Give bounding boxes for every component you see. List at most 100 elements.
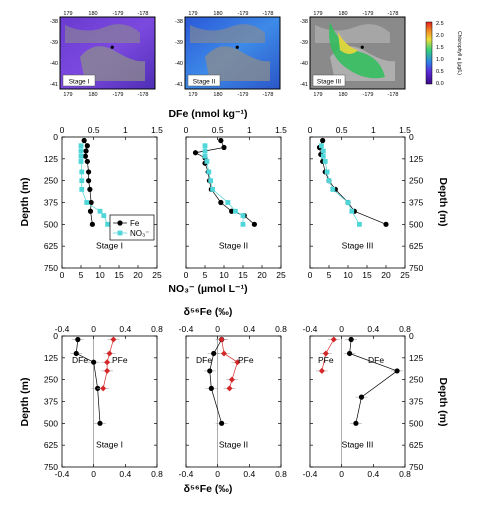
pfe-point [106,350,113,357]
no3-point [240,213,246,218]
dfe-point [358,394,365,400]
colorbar: 2.5 2.0 1.5 1.0 0.5 0.0 Chlorophyll a (µg/L) [425,21,462,87]
no3-point [202,148,208,154]
x-top-tick-label: 1.5 [275,125,287,135]
lon-label-bottom: 180 [338,92,347,98]
x-top-tick-label: 0 [91,324,96,334]
x-bottom-tick-label: 20 [381,270,391,280]
lon-label-bottom: 179 [63,92,72,98]
x-top-title: δ⁵⁶Fe (‰) [184,306,233,318]
no3-point [79,187,85,192]
series-line-dfe [75,339,101,424]
bottom-panel-2: -0.4 -0.4 0 0 0.4 0.4 0.8 0.8 DFe PFe Stage II [179,324,288,479]
x-top-tick-label: 0 [215,324,220,334]
y-tick-label: 625 [44,241,58,251]
no3-point [78,148,84,154]
x-bottom-tick-label: -0.4 [303,469,318,479]
y-tick-label: 375 [44,397,58,407]
y-tick-label: 250 [409,375,423,385]
lon-label-top: -179 [237,11,248,17]
fe-point [82,153,89,159]
x-bottom-tick-label: 0 [91,469,96,479]
y-tick-label: 625 [44,440,58,450]
fe-point [87,186,93,192]
colorbar-tick-label: 1.0 [436,57,444,63]
stage-label: Stage II [219,240,248,250]
lat-label: -38 [300,19,308,25]
fe-point [86,169,92,175]
series-line-no3 [321,145,360,225]
lon-label-bottom: -178 [262,92,273,98]
lat-label: -40 [175,61,183,67]
y-tick-label: 500 [44,219,58,229]
y-tick-label: 125 [409,353,423,363]
x-bottom-tick-label: 10 [219,270,229,280]
fe-point [221,144,227,151]
colorbar-tick-label: 2.5 [436,21,444,27]
x-bottom-tick-label: 20 [133,270,143,280]
no3-point [326,178,332,184]
x-bottom-tick-label: 0.8 [399,469,411,479]
y-tick-label: 500 [44,418,58,428]
bloom-patch [329,22,385,79]
no3-point [319,143,324,149]
x-top-tick-label: 0.8 [399,324,411,334]
y-tick-label: 750 [409,263,423,273]
legend-label-no3: NO₃⁻ [130,229,149,238]
middle-panel-1: 0 0.5 1 1.50 5 10 15 20 250125250375500625750Sta… [44,125,163,280]
x-bottom-tick-label: 25 [152,270,162,280]
no3-point [202,143,208,149]
no3-point [84,200,90,205]
lat-label: -41 [50,82,58,88]
no3-point [202,153,208,159]
y-tick-label: 0 [409,132,414,142]
lon-label-top: -179 [112,11,123,17]
y-tick-label: 125 [409,154,423,164]
pfe-point [228,376,235,383]
x-bottom-tick-label: 5 [327,270,332,280]
y-tick-label: 375 [44,198,58,208]
station-marker [110,45,114,49]
no3-point [330,187,336,192]
colorbar-tick-label: 1.5 [436,45,444,51]
no3-point [240,221,246,227]
fe-point [229,208,235,214]
cloud-mask [65,24,140,43]
lon-label-bottom: 179 [188,92,197,98]
y-tick-label: 500 [409,219,423,229]
lon-label-top: 180 [213,11,222,17]
pfe-point [330,336,337,343]
fe-point [83,148,89,154]
colorbar-tick-label: 0.5 [436,69,444,75]
y-tick-label: 250 [44,375,58,385]
no3-point [101,213,107,218]
no3-point [105,221,110,227]
lon-label-bottom: -179 [362,92,373,98]
lon-label-top: 179 [188,11,197,17]
x-top-tick-label: 1 [247,125,252,135]
pfe-point [221,350,227,357]
map-panel-3: Stage III 179 179 180 180 -179 -179 -178 -178 -38… [300,11,406,98]
colorbar-tick-label: 0.0 [436,81,444,87]
x-bottom-tick-label: -0.4 [179,469,194,479]
stage-label-box [62,74,96,87]
no3-point [322,159,328,164]
fe-point [383,221,389,227]
x-top-tick-label: 0.4 [243,324,255,334]
lon-label-top: -178 [137,11,148,17]
stage-label: Stage II [219,439,248,449]
pfe-point [318,367,325,374]
no3-point [204,159,210,164]
y-tick-label: 0 [53,132,58,142]
no3-point [78,143,84,149]
no3-point [79,178,85,184]
cloud-mask [205,46,270,81]
station-marker [235,45,239,49]
profile-panels-middle: 0 0.5 1 1.50 5 10 15 20 250125250375500625750Sta… [19,108,449,295]
series-annotation: DFe [196,355,212,365]
x-bottom-tick-label: 10 [95,270,105,280]
x-top-tick-label: 0.4 [119,324,131,334]
x-bottom-tick-label: 0 [339,469,344,479]
colorbar-scale [425,21,433,85]
